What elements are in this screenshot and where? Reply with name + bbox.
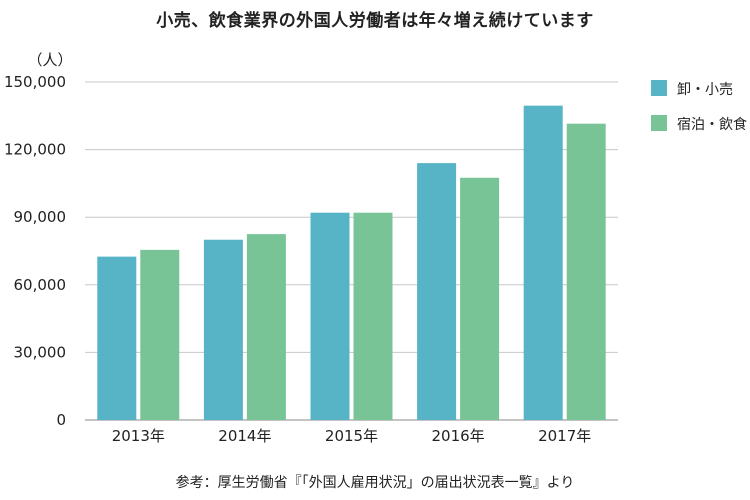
y-tick-label: 0 xyxy=(56,411,66,429)
y-tick-label: 60,000 xyxy=(14,276,67,294)
bar-hospitality xyxy=(246,234,286,420)
x-tick-label: 2017年 xyxy=(538,427,591,445)
bars xyxy=(97,105,606,420)
legend-swatch xyxy=(651,80,667,96)
axes: 0 30,000 60,000 90,000 120,000 150,000 （人） 2013… xyxy=(4,51,591,445)
y-tick-label: 90,000 xyxy=(14,208,67,226)
bar-retail xyxy=(310,212,350,420)
y-tick-label: 150,000 xyxy=(4,73,66,91)
x-tick-label: 2014年 xyxy=(218,427,271,445)
bar-hospitality xyxy=(460,177,500,420)
bar-hospitality xyxy=(566,123,606,420)
bar-hospitality xyxy=(140,249,180,420)
chart-title: 小売、飲食業界の外国人労働者は年々増え続けています xyxy=(156,11,594,31)
y-axis-label: （人） xyxy=(27,51,72,69)
bar-hospitality xyxy=(353,212,393,420)
legend-label: 宿泊・飲食 xyxy=(677,116,747,133)
bar-retail xyxy=(417,163,457,420)
x-tick-label: 2016年 xyxy=(432,427,485,445)
y-tick-label: 120,000 xyxy=(4,141,66,159)
bar-retail xyxy=(97,256,137,420)
legend-swatch xyxy=(651,115,667,131)
x-tick-label: 2013年 xyxy=(112,427,165,445)
x-tick-label: 2015年 xyxy=(325,427,378,445)
legend-label: 卸・小売 xyxy=(677,82,733,98)
bar-retail xyxy=(523,105,563,420)
bar-retail xyxy=(203,239,243,420)
source-note: 参考：厚生労働省『「外国人雇用状況」の届出状況表一覧』より xyxy=(175,475,575,491)
y-tick-label: 30,000 xyxy=(14,343,67,361)
